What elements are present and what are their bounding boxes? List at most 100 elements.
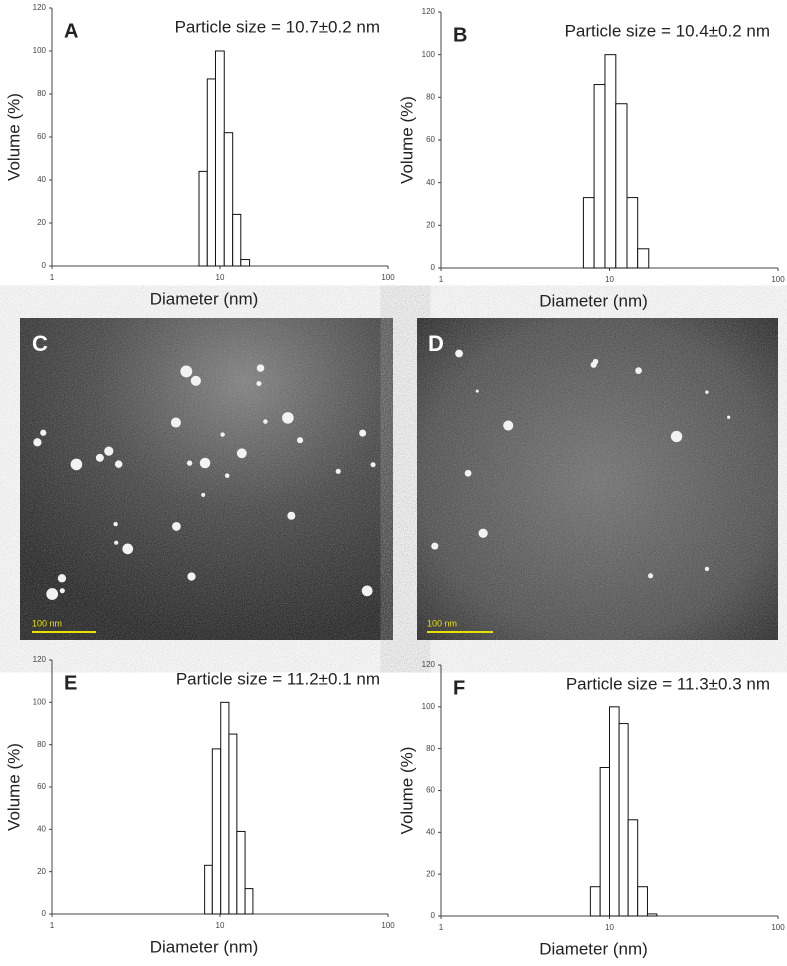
y-axis-label: Volume (%) bbox=[397, 747, 416, 835]
y-axis-label: Volume (%) bbox=[4, 743, 23, 831]
x-tick-label: 100 bbox=[381, 273, 395, 282]
particle bbox=[236, 448, 247, 459]
particle bbox=[33, 438, 42, 447]
particle bbox=[361, 585, 373, 597]
bar bbox=[206, 78, 216, 267]
y-tick-label: 20 bbox=[37, 218, 46, 227]
panel-label: E bbox=[64, 672, 77, 694]
particle bbox=[201, 492, 206, 497]
y-tick-label: 40 bbox=[37, 175, 46, 184]
particle bbox=[59, 588, 65, 594]
y-tick-label: 100 bbox=[33, 697, 47, 706]
particle bbox=[190, 375, 201, 386]
bar bbox=[593, 84, 606, 269]
particle bbox=[648, 573, 654, 579]
x-tick-label: 10 bbox=[605, 275, 614, 284]
particle bbox=[199, 457, 211, 469]
particle bbox=[180, 365, 193, 378]
y-tick-label: 100 bbox=[422, 702, 436, 711]
x-tick-label: 10 bbox=[605, 923, 614, 932]
y-tick-label: 80 bbox=[37, 740, 46, 749]
bar bbox=[646, 913, 658, 917]
x-tick-label: 100 bbox=[381, 921, 395, 930]
particle bbox=[256, 364, 265, 372]
bar bbox=[637, 248, 650, 269]
particle bbox=[370, 462, 376, 468]
y-tick-label: 100 bbox=[422, 50, 436, 59]
x-axis-label: Diameter (nm) bbox=[539, 939, 648, 958]
x-tick-label: 100 bbox=[771, 923, 785, 932]
chart-title: Particle size = 10.7±0.2 nm bbox=[175, 17, 380, 36]
y-tick-label: 0 bbox=[431, 263, 436, 272]
particle bbox=[464, 469, 472, 477]
y-tick-label: 80 bbox=[426, 92, 435, 101]
y-tick-label: 0 bbox=[42, 261, 47, 270]
particle bbox=[104, 446, 114, 456]
particle bbox=[590, 361, 597, 368]
chart-title: Particle size = 10.4±0.2 nm bbox=[565, 21, 770, 40]
particle bbox=[282, 412, 294, 424]
y-tick-label: 120 bbox=[422, 7, 436, 16]
particle bbox=[70, 458, 83, 471]
bar bbox=[244, 888, 254, 915]
y-tick-label: 20 bbox=[426, 220, 435, 229]
bar bbox=[615, 103, 628, 269]
panel-label: B bbox=[453, 24, 467, 46]
y-tick-label: 60 bbox=[426, 786, 435, 795]
particle bbox=[705, 390, 709, 394]
y-tick-label: 80 bbox=[426, 744, 435, 753]
particle bbox=[57, 574, 67, 583]
y-tick-label: 40 bbox=[37, 824, 46, 833]
x-tick-label: 10 bbox=[216, 921, 225, 930]
chart-title: Particle size = 11.3±0.3 nm bbox=[566, 674, 770, 693]
bar bbox=[211, 748, 222, 915]
bar bbox=[589, 886, 601, 917]
particle bbox=[670, 430, 683, 443]
particle bbox=[335, 468, 341, 474]
bar bbox=[637, 886, 648, 917]
x-axis-label: Diameter (nm) bbox=[150, 937, 259, 956]
tem-image: D 100 nm bbox=[417, 318, 778, 640]
bar bbox=[236, 830, 246, 915]
y-tick-label: 20 bbox=[426, 869, 435, 878]
panel-label: C bbox=[32, 331, 48, 356]
bar bbox=[223, 132, 234, 267]
y-tick-label: 0 bbox=[431, 911, 436, 920]
image-noise bbox=[417, 318, 778, 640]
panel-label: D bbox=[428, 331, 444, 356]
x-tick-label: 1 bbox=[50, 921, 55, 930]
bar bbox=[604, 54, 617, 269]
x-axis-label: Diameter (nm) bbox=[539, 291, 648, 310]
x-tick-label: 1 bbox=[50, 273, 55, 282]
bar bbox=[627, 819, 639, 917]
bar bbox=[220, 701, 230, 915]
y-tick-label: 40 bbox=[426, 178, 435, 187]
particle bbox=[256, 381, 262, 387]
y-axis-label: Volume (%) bbox=[397, 96, 416, 184]
y-axis-label: Volume (%) bbox=[4, 93, 23, 181]
bar bbox=[609, 706, 620, 917]
particle bbox=[114, 540, 119, 545]
particle bbox=[114, 460, 123, 468]
y-tick-label: 40 bbox=[426, 827, 435, 836]
image-noise bbox=[20, 318, 393, 640]
tem-image: C 100 nm bbox=[20, 318, 393, 640]
y-tick-label: 0 bbox=[42, 909, 47, 918]
particle bbox=[635, 367, 642, 374]
chart-title: Particle size = 11.2±0.1 nm bbox=[176, 669, 380, 688]
particle bbox=[287, 511, 296, 520]
particle bbox=[704, 566, 710, 572]
panel-label: A bbox=[64, 20, 78, 42]
y-tick-label: 80 bbox=[37, 89, 46, 98]
y-tick-label: 120 bbox=[33, 655, 47, 664]
particle bbox=[263, 419, 268, 424]
x-tick-label: 10 bbox=[216, 273, 225, 282]
particle bbox=[187, 572, 196, 581]
particle bbox=[503, 420, 514, 431]
particle bbox=[359, 429, 367, 437]
